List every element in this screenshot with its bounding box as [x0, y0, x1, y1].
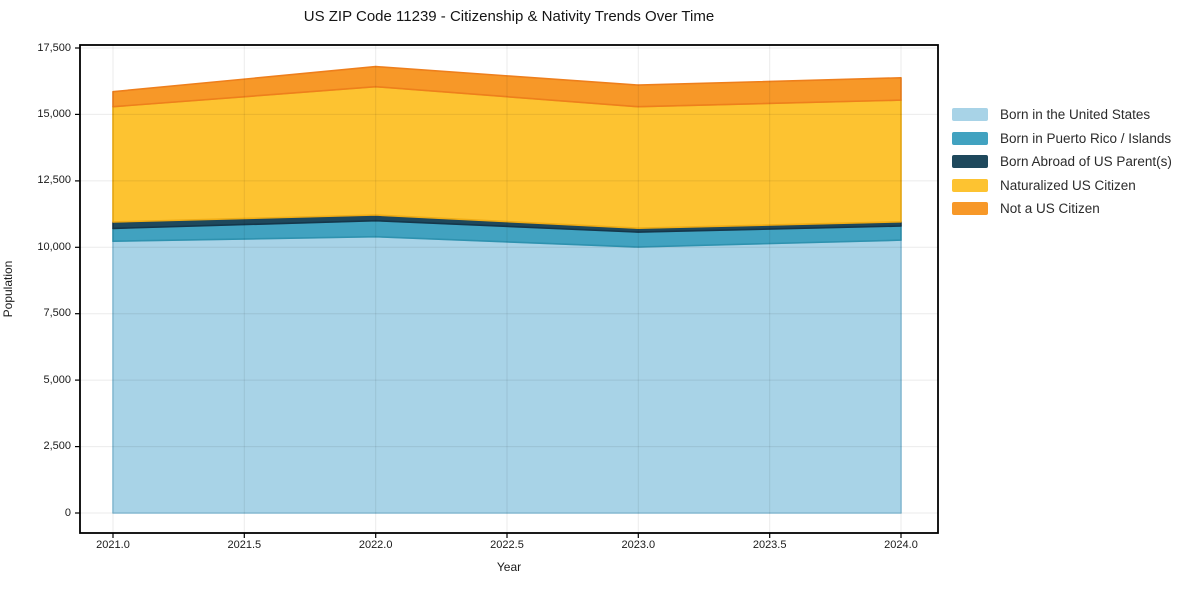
legend-row: Born in Puerto Rico / Islands: [952, 127, 1172, 151]
legend-label: Born Abroad of US Parent(s): [1000, 154, 1172, 170]
y-tick-label: 10,000: [37, 240, 71, 253]
x-tick-label: 2022.0: [358, 539, 393, 551]
x-tick-label: 2021.0: [96, 539, 130, 551]
y-tick-label: 7,500: [43, 307, 71, 320]
legend: Born in the United States Born in Puerto …: [952, 103, 1172, 221]
y-tick-label: 5,000: [43, 373, 71, 386]
legend-swatch-icon: [952, 178, 988, 192]
legend-label: Not a US Citizen: [1000, 201, 1100, 217]
y-tick-label: 2,500: [43, 440, 71, 453]
legend-swatch-icon: [952, 202, 988, 216]
legend-row: Naturalized US Citizen: [952, 174, 1172, 198]
y-tick-label: 15,000: [37, 107, 71, 120]
y-axis-label: Population: [1, 260, 15, 318]
legend-row: Born Abroad of US Parent(s): [952, 150, 1172, 174]
legend-label: Naturalized US Citizen: [1000, 177, 1136, 193]
legend-row: Not a US Citizen: [952, 197, 1172, 221]
x-tick-label: 2021.5: [227, 539, 262, 551]
legend-swatch-icon: [952, 108, 988, 122]
legend-row: Born in the United States: [952, 103, 1172, 127]
x-axis-label: Year: [496, 560, 522, 574]
y-tick-label: 17,500: [37, 41, 71, 54]
y-tick-label: 12,500: [37, 174, 71, 187]
y-tick-label: 0: [64, 506, 71, 519]
x-tick-label: 2022.5: [490, 539, 524, 551]
x-tick-label: 2023.5: [752, 539, 787, 551]
x-tick-label: 2023.0: [621, 539, 656, 551]
legend-label: Born in the United States: [1000, 107, 1151, 123]
legend-swatch-icon: [952, 131, 988, 145]
x-tick-label: 2024.0: [884, 539, 918, 551]
legend-label: Born in Puerto Rico / Islands: [1000, 130, 1172, 146]
legend-swatch-icon: [952, 155, 988, 169]
chart-title: US ZIP Code 11239 - Citizenship & Nativi…: [303, 8, 715, 25]
